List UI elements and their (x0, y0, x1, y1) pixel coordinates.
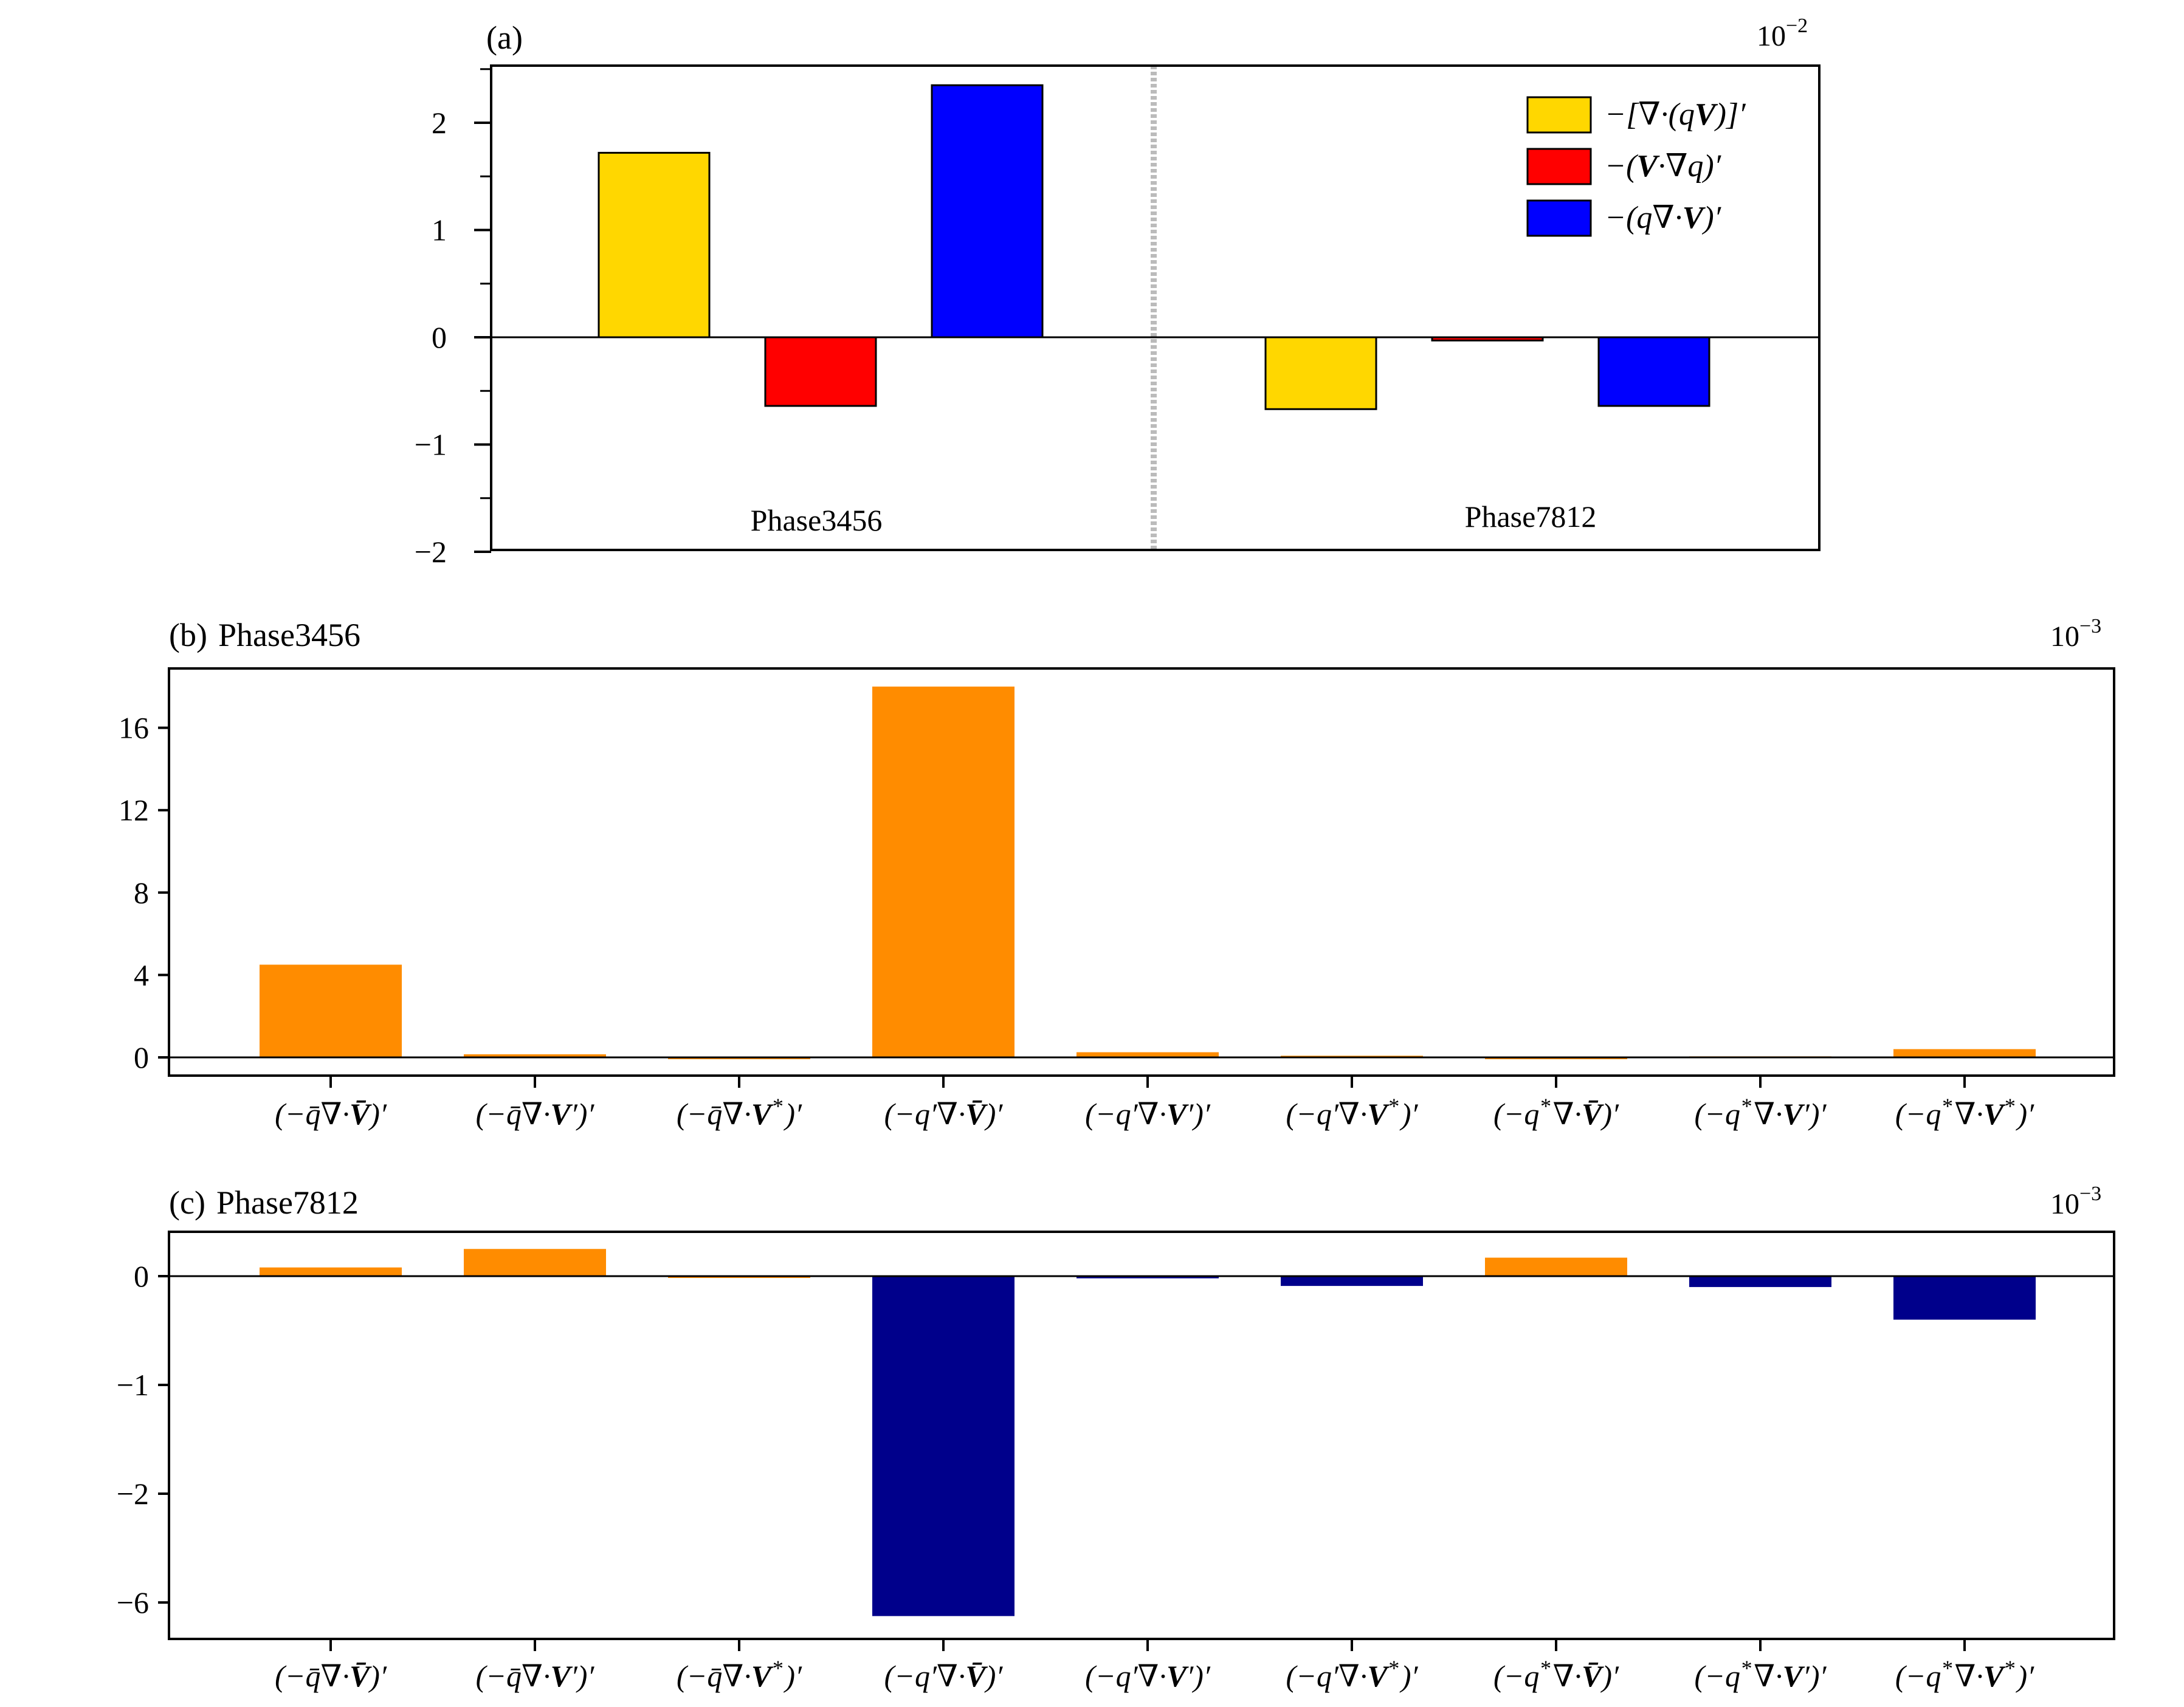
y-tick-label: 0 (432, 320, 447, 354)
bar (1893, 1049, 2036, 1057)
x-tick-label: (−q̄∇·V′)′ (476, 1659, 595, 1693)
panel-b-bars (260, 686, 2036, 1059)
x-tick-label: (−q* ∇·V′)′ (1695, 1094, 1827, 1131)
panel-a-label: (a) (486, 19, 523, 56)
bar (872, 686, 1014, 1057)
panel-a-category-label: Phase3456 (751, 503, 883, 537)
panel-c: (c) Phase7812 10−3 0−1−2−6 (−q̄∇·V̄)′ (−q̄… (117, 1183, 2115, 1693)
bar (1485, 1257, 1627, 1276)
x-tick-label: (−q′∇·V̄)′ (884, 1097, 1004, 1131)
bar (598, 151, 711, 338)
y-tick-label: 12 (119, 793, 149, 827)
panel-a-frame (490, 64, 1821, 551)
bar (1597, 336, 1710, 407)
panel-b-x-axis: (−q̄∇·V̄)′ (−q̄∇·V′)′ (−q̄∇·V* )′ (−q′∇·V̄)… (275, 1076, 2034, 1131)
x-tick-label: (−q′∇·V′)′ (1085, 1097, 1211, 1131)
y-tick-label: −2 (415, 535, 447, 569)
x-tick-label: (−q* ∇·V̄)′ (1493, 1656, 1619, 1693)
legend-swatch-blue (1526, 199, 1592, 237)
y-tick-label: −1 (117, 1368, 149, 1402)
x-tick-label: (−q* ∇·V′)′ (1695, 1656, 1827, 1693)
y-tick-label: −1 (415, 428, 447, 462)
panel-a-legend: −[∇·(qV)]′ −(V·∇q)′ −(q∇·V)′ (1526, 96, 1746, 237)
panel-c-y-axis: 0 −1 −2 −6 (117, 1259, 169, 1619)
panel-c-x-axis: (−q̄∇·V̄)′ (−q̄∇·V′)′ (−q̄∇·V* )′ (−q′∇·V̄)… (275, 1639, 2034, 1693)
x-tick-label: (−q′∇·V* )′ (1286, 1656, 1419, 1693)
bar (1264, 336, 1377, 410)
x-tick-label: (−q̄∇·V* )′ (677, 1094, 802, 1131)
bar (1076, 1052, 1219, 1057)
panel-a-y-axis: 2 1 0 −1 −2 (415, 68, 491, 569)
x-tick-label: (−q̄∇·V′)′ (476, 1097, 595, 1131)
bar (872, 1276, 1014, 1616)
bar (464, 1249, 606, 1276)
y-tick-label: 16 (119, 711, 149, 745)
y-tick-label: 8 (134, 876, 149, 910)
x-tick-label: (−q̄∇·V̄)′ (275, 1097, 387, 1131)
panel-a: (a) 10−2 2 1 0 −1 −2 Phase3456 Phase7812 −[∇… (415, 15, 1821, 569)
bar (260, 964, 402, 1057)
x-tick-label: (−q* ∇·V* )′ (1895, 1094, 2034, 1131)
legend-swatch-yellow (1526, 96, 1592, 134)
panel-a-bars (598, 84, 1710, 410)
x-tick-label: (−q̄∇·V* )′ (677, 1656, 802, 1693)
panel-c-multiplier: 10−3 (2050, 1183, 2101, 1220)
panel-b-label: (b) Phase3456 (169, 617, 360, 653)
bar (464, 1054, 606, 1057)
y-tick-label: 1 (432, 213, 447, 247)
panel-a-category-label: Phase7812 (1465, 500, 1597, 534)
x-tick-label: (−q′∇·V* )′ (1286, 1094, 1419, 1131)
legend-swatch-red (1526, 148, 1592, 185)
bar (260, 1267, 402, 1276)
legend-label: −(V·∇q)′ (1605, 149, 1722, 184)
bar (1893, 1276, 2036, 1320)
bar (1076, 1276, 1219, 1279)
panel-c-label: (c) Phase7812 (169, 1184, 359, 1221)
x-tick-label: (−q̄∇·V̄)′ (275, 1659, 387, 1693)
bar (931, 84, 1044, 338)
panel-c-frame (168, 1231, 2115, 1640)
x-tick-label: (−q* ∇·V* )′ (1895, 1656, 2034, 1693)
bar (1281, 1276, 1423, 1286)
panel-b-multiplier: 10−3 (2050, 615, 2101, 653)
bar (1689, 1276, 1831, 1287)
x-tick-label: (−q* ∇·V̄)′ (1493, 1094, 1619, 1131)
x-tick-label: (−q′∇·V̄)′ (884, 1659, 1004, 1693)
y-tick-label: 0 (134, 1259, 149, 1293)
y-tick-label: −2 (117, 1477, 149, 1511)
legend-label: −[∇·(qV)]′ (1605, 97, 1746, 132)
y-tick-label: 0 (134, 1040, 149, 1074)
bar (764, 336, 877, 407)
y-tick-label: 2 (432, 106, 447, 140)
panel-c-bars (260, 1249, 2036, 1616)
legend-label: −(q∇·V)′ (1605, 201, 1722, 235)
panel-b-y-axis: 16 12 8 4 0 (119, 711, 169, 1074)
panel-b-frame (168, 667, 2115, 1077)
x-tick-label: (−q′∇·V′)′ (1085, 1659, 1211, 1693)
panel-a-multiplier: 10−2 (1757, 15, 1808, 52)
y-tick-label: −6 (117, 1585, 149, 1619)
y-tick-label: 4 (134, 958, 149, 992)
